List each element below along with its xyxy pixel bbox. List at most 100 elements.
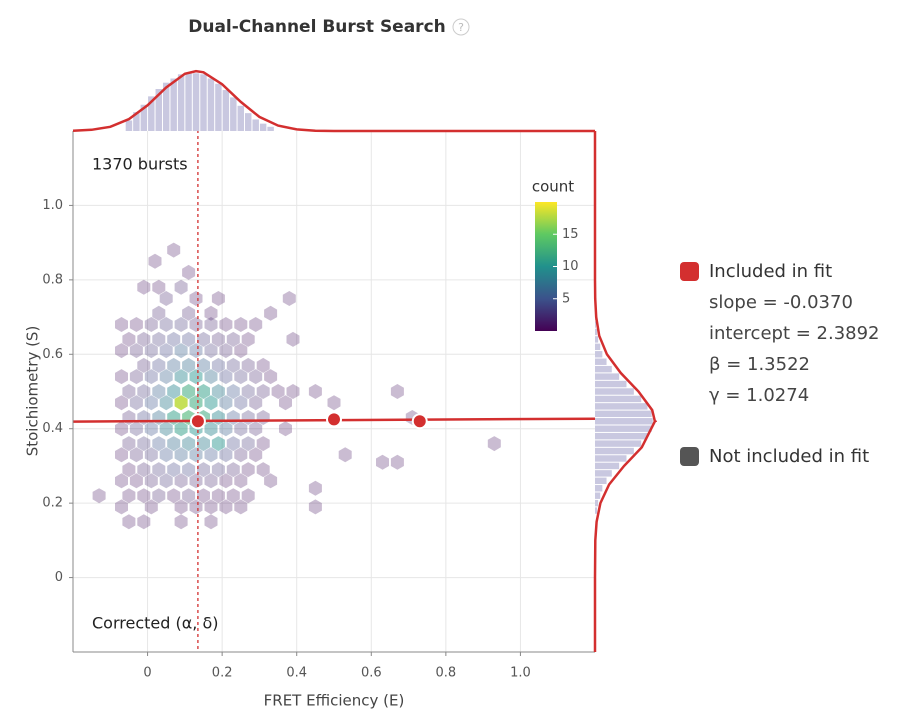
hexbin: [219, 369, 233, 385]
hexbin: [197, 436, 210, 452]
chart-title: Dual-Channel Burst Search: [188, 17, 446, 37]
hexbin: [167, 331, 181, 347]
histogram-bar: [162, 82, 170, 131]
hexbin: [152, 279, 166, 295]
colorbar-tick-label: 15: [562, 227, 579, 242]
histogram-bar: [595, 470, 612, 477]
hexbin: [129, 343, 143, 359]
hexbin: [226, 410, 240, 425]
hexbin: [271, 384, 285, 399]
x-tick-label: 0.8: [436, 666, 457, 681]
colorbar-title: count: [532, 178, 574, 196]
hexbin: [159, 447, 173, 463]
hexbin: [219, 499, 233, 515]
hexbin: [159, 473, 173, 489]
hexbin: [182, 462, 196, 478]
hexbin: [211, 331, 225, 347]
hexbin: [152, 436, 166, 452]
histogram-bar: [595, 418, 653, 425]
hexbin: [129, 317, 143, 332]
hexbin: [129, 447, 143, 463]
hexbin: [264, 305, 278, 321]
histogram-bar: [207, 78, 215, 131]
histogram-bar: [595, 373, 620, 380]
histogram-bar: [595, 499, 599, 507]
hexbin: [219, 395, 233, 411]
hexbin: [115, 473, 128, 489]
hexbin: [390, 384, 404, 399]
colorbar-tick-label: 5: [562, 291, 570, 306]
hexbin: [182, 357, 196, 373]
histogram-bar: [230, 97, 237, 131]
hexbin: [226, 436, 240, 452]
hexbin: [144, 447, 158, 463]
colorbar: [535, 202, 557, 331]
hexbin: [249, 317, 263, 332]
histogram-bar: [595, 477, 607, 485]
hexbin: [256, 436, 270, 452]
hexbin: [327, 395, 341, 411]
hexbin: [211, 488, 225, 504]
hexbin: [234, 473, 248, 489]
hexbin: [137, 357, 151, 373]
y-tick-label: 0: [55, 570, 63, 585]
fit-point: [189, 413, 206, 430]
hexbin: [211, 357, 225, 373]
hexbin: [286, 331, 300, 347]
histogram-bar: [185, 73, 192, 131]
hexbin: [152, 488, 166, 504]
x-tick-label: 0.2: [212, 666, 233, 681]
hexbin: [144, 369, 158, 385]
legend-swatch[interactable]: [680, 447, 699, 466]
hexbin: [204, 473, 218, 489]
histogram-bar: [148, 96, 155, 131]
hexbin: [211, 410, 225, 425]
y-tick-label: 0.8: [42, 272, 63, 287]
help-icon-ring[interactable]: [452, 18, 470, 36]
hexbin: [189, 317, 203, 332]
hexbin: [189, 473, 203, 489]
hexbin: [241, 488, 255, 504]
histogram-bar: [170, 78, 177, 131]
histogram-bar: [595, 462, 620, 470]
fit-stat: slope = -0.0370: [709, 292, 853, 313]
hexbin: [144, 499, 158, 515]
hexbin: [219, 343, 233, 359]
histogram-bar: [595, 343, 601, 351]
histogram-bar: [595, 395, 642, 403]
hexbin: [234, 447, 248, 463]
hexbin: [264, 473, 278, 489]
hexbin: [249, 369, 263, 385]
hexbin: [159, 421, 173, 437]
hexbin: [241, 462, 255, 478]
legend-label[interactable]: Not included in fit: [709, 446, 869, 467]
histogram-bar: [595, 403, 648, 410]
hexbin: [174, 317, 188, 332]
hexbin: [122, 462, 136, 478]
annotation: Corrected (α, δ): [92, 614, 218, 633]
help-icon[interactable]: ?: [458, 21, 464, 34]
hexbin: [487, 436, 501, 452]
hexbin: [197, 331, 210, 347]
hexbin: [234, 343, 248, 359]
hexbin: [219, 473, 233, 489]
hexbin: [256, 410, 270, 425]
hexbin: [115, 369, 128, 385]
hexbin: [122, 514, 136, 530]
hexbin: [279, 395, 292, 411]
legend-label[interactable]: Included in fit: [709, 261, 832, 282]
hexbin: [159, 291, 173, 306]
histogram-bar: [595, 425, 652, 432]
fit-stat: intercept = 2.3892: [709, 323, 880, 344]
hexbin: [226, 488, 240, 504]
histogram-bar: [595, 328, 598, 336]
hexbin: [279, 421, 292, 437]
histogram-bar: [595, 388, 634, 395]
hexbin: [152, 357, 166, 373]
hexbin: [115, 447, 128, 463]
legend-swatch[interactable]: [680, 262, 699, 281]
hexbin: [115, 395, 128, 411]
hexbin: [204, 421, 218, 437]
hexbin: [167, 384, 181, 399]
